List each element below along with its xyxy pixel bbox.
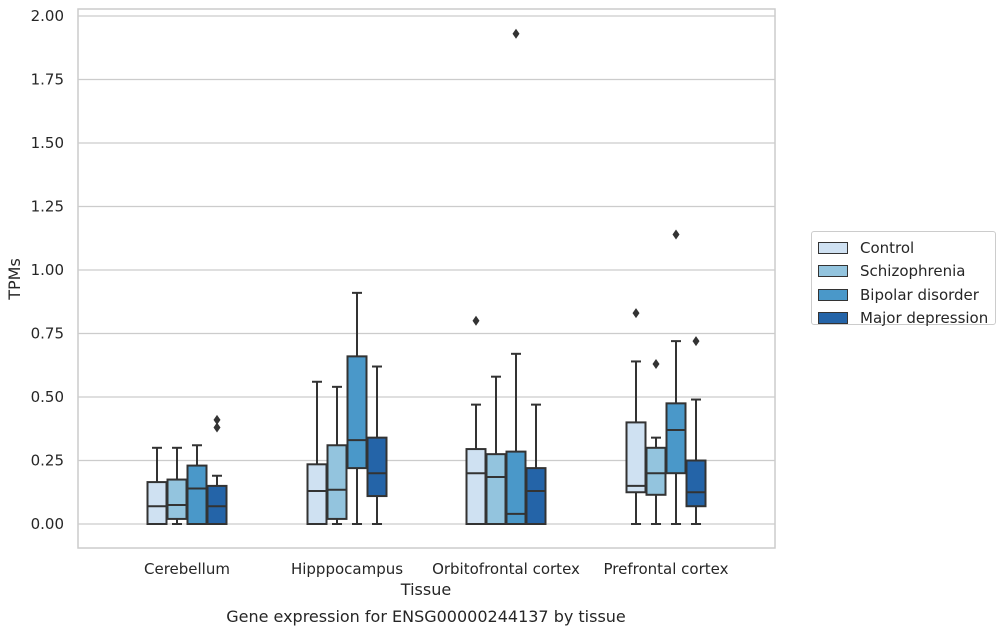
- y-tick-label: 1.00: [31, 261, 64, 279]
- box: [625, 421, 647, 494]
- legend-label-major-depression: Major depression: [860, 309, 989, 328]
- x-tick-label: Cerebellum: [144, 560, 230, 578]
- y-tick-label: 1.75: [31, 71, 64, 89]
- outlier-point: [652, 358, 660, 369]
- outlier-point: [213, 414, 221, 425]
- legend-label-control: Control: [860, 238, 915, 257]
- y-tick-label: 1.50: [31, 134, 64, 152]
- legend-label-bipolar-disorder: Bipolar disorder: [860, 285, 979, 304]
- box: [525, 467, 547, 525]
- y-tick-label: 0.75: [31, 325, 64, 343]
- outlier-point: [512, 28, 520, 39]
- y-tick-labels: 0.00 0.25 0.50 0.75 1.00 1.25 1.50 1.75 2.00: [31, 7, 64, 533]
- outlier-point: [472, 315, 480, 326]
- box: [465, 448, 487, 526]
- box-series: [146, 28, 707, 526]
- legend-item-control: Control: [818, 236, 995, 260]
- box: [306, 463, 328, 525]
- legend-swatch-schizophrenia: [818, 265, 848, 278]
- gridlines: [78, 15, 775, 525]
- box: [346, 355, 368, 470]
- box: [146, 481, 168, 525]
- legend-swatch-bipolar-disorder: [818, 288, 848, 301]
- y-tick-label: 0.50: [31, 388, 64, 406]
- legend-item-major-depression: Major depression: [818, 307, 995, 331]
- x-tick-label: Orbitofrontal cortex: [432, 560, 580, 578]
- box: [665, 402, 687, 475]
- box: [186, 464, 208, 525]
- box: [326, 444, 348, 520]
- y-tick-label: 2.00: [31, 7, 64, 25]
- x-tick-label: Prefrontal cortex: [604, 560, 729, 578]
- y-tick-label: 0.00: [31, 515, 64, 533]
- y-axis-label: TPMs: [5, 258, 24, 301]
- box: [685, 459, 707, 508]
- legend-item-bipolar-disorder: Bipolar disorder: [818, 283, 995, 307]
- plot-frame: [77, 8, 776, 549]
- outlier-point: [672, 229, 680, 240]
- y-tick-label: 0.25: [31, 452, 64, 470]
- x-axis-label: Tissue: [400, 580, 451, 599]
- y-tick-label: 1.25: [31, 198, 64, 216]
- x-tick-labels: Cerebellum Hipppocampus Orbitofrontal cort…: [144, 560, 729, 578]
- outlier-point: [692, 336, 700, 347]
- box: [206, 484, 228, 525]
- chart-caption: Gene expression for ENSG00000244137 by t…: [226, 607, 626, 626]
- legend-swatch-major-depression: [818, 312, 848, 325]
- outlier-point: [213, 422, 221, 433]
- outlier-point: [632, 308, 640, 319]
- legend-label-schizophrenia: Schizophrenia: [860, 262, 966, 281]
- box: [366, 436, 388, 498]
- x-tick-label: Hipppocampus: [291, 560, 403, 578]
- box: [166, 478, 188, 520]
- box: [485, 453, 507, 525]
- legend-item-schizophrenia: Schizophrenia: [818, 260, 995, 284]
- box: [645, 446, 667, 496]
- legend-swatch-control: [818, 241, 848, 254]
- legend: Control Schizophrenia Bipolar disorder M…: [811, 231, 996, 327]
